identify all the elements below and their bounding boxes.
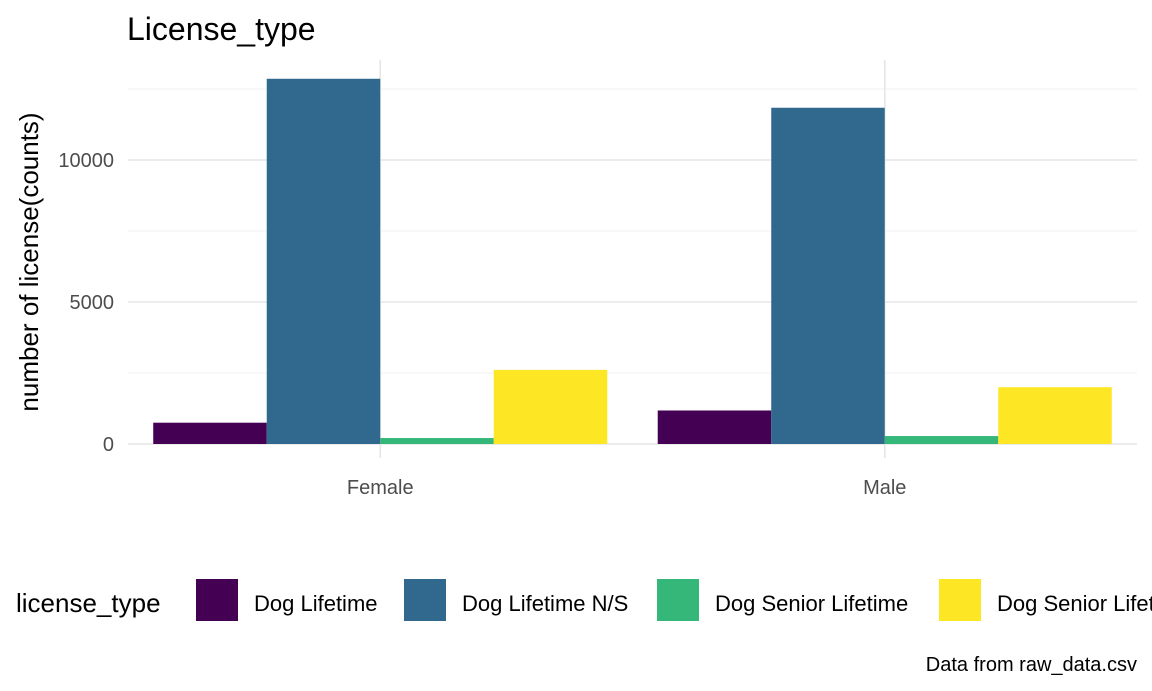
bar — [380, 438, 494, 444]
bar — [884, 436, 999, 444]
legend-swatch — [657, 579, 699, 621]
chart-title: License_type — [127, 11, 316, 47]
y-tick-label: 5000 — [70, 292, 115, 314]
legend-title: license_type — [16, 588, 161, 618]
legend-label: Dog Lifetime — [254, 591, 378, 616]
legend-label: Dog Senior Lifetime — [715, 591, 908, 616]
y-tick-labels: 0 5000 10000 — [58, 150, 114, 456]
bar — [998, 387, 1112, 444]
bar — [771, 107, 885, 444]
legend-swatch — [404, 579, 446, 621]
y-axis-label: number of license(counts) — [14, 112, 44, 411]
bar — [493, 369, 608, 444]
y-tick-label: 10000 — [58, 150, 114, 172]
bar — [153, 422, 267, 444]
legend-swatch — [196, 579, 238, 621]
caption: Data from raw_data.csv — [926, 654, 1137, 676]
bars — [153, 78, 1112, 444]
x-tick-label: Male — [863, 477, 906, 499]
x-tick-label: Female — [347, 477, 414, 499]
bar — [266, 78, 381, 444]
y-tick-label: 0 — [103, 434, 114, 456]
x-tick-labels: Female Male — [347, 477, 907, 499]
bar — [657, 410, 772, 444]
legend-label: Dog Lifetime N/S — [462, 591, 628, 616]
legend: license_type Dog Lifetime Dog Lifetime N/… — [16, 579, 1152, 621]
legend-swatch — [939, 579, 981, 621]
legend-label: Dog Senior Lifetime N/S — [997, 591, 1152, 616]
